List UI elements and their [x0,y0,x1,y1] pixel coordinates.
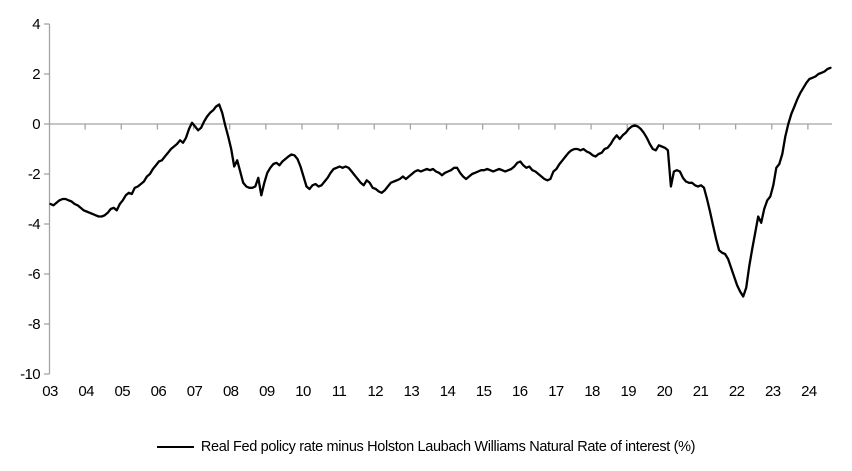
y-tick-label: 4 [32,16,40,33]
x-tick-label: 24 [801,383,817,400]
series-line [49,66,832,298]
x-tick-label: 17 [548,383,564,400]
x-tick-label: 22 [729,383,745,400]
y-tick-label: -8 [28,316,40,333]
x-tick-label: 23 [765,383,781,400]
x-tick-label: 05 [115,383,131,400]
x-tick-label: 15 [476,383,492,400]
x-tick-label: 08 [223,383,239,400]
x-tick-label: 18 [584,383,600,400]
x-tick-label: 13 [404,383,420,400]
x-tick-label: 16 [512,383,528,400]
y-tick-label: 0 [32,116,40,133]
x-tick-label: 11 [332,383,347,400]
x-tick-label: 09 [259,383,275,400]
x-tick-label: 21 [693,383,709,400]
x-tick-label: 14 [440,383,456,400]
y-tick-label: 2 [32,66,40,83]
x-tick-label: 04 [78,383,94,400]
series-lines [49,66,832,298]
x-tick-label: 06 [151,383,167,400]
x-tick-label: 20 [657,383,673,400]
y-tick-label: -4 [28,216,40,233]
y-tick-label: -2 [28,166,40,183]
legend: Real Fed policy rate minus Holston Lauba… [0,436,852,458]
x-tick-label: 12 [367,383,383,400]
legend-label: Real Fed policy rate minus Holston Lauba… [200,439,696,455]
x-tick-label: 19 [620,383,636,400]
x-tick-label: 03 [42,383,58,400]
x-tick-label: 07 [187,383,203,400]
x-tick-label: 10 [295,383,311,400]
legend-line-swatch [156,446,194,448]
y-tick-label: -6 [28,266,40,283]
axes [44,23,832,375]
y-tick-label: -10 [20,366,40,383]
